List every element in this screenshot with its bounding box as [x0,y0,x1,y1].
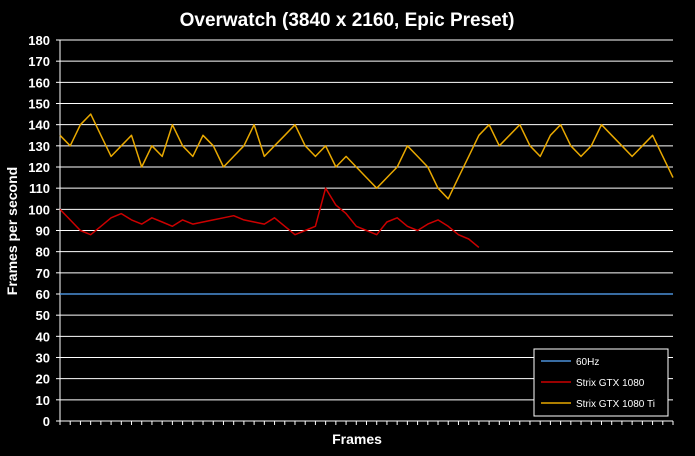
y-tick-label: 0 [43,414,50,429]
y-axis-label: Frames per second [4,167,20,295]
y-tick-label: 60 [36,287,50,302]
y-tick-label: 120 [28,160,50,175]
legend-label-strix-gtx-1080-ti: Strix GTX 1080 Ti [576,399,655,410]
y-tick-label: 40 [36,329,50,344]
y-tick-label: 140 [28,118,50,133]
x-axis-label: Frames [332,431,382,447]
y-tick-label: 160 [28,75,50,90]
y-tick-label: 150 [28,97,50,112]
legend: 60Hz Strix GTX 1080 Strix GTX 1080 Ti [533,348,669,417]
legend-label-strix-gtx-1080: Strix GTX 1080 [576,378,645,389]
y-tick-label: 20 [36,372,50,387]
y-tick-label: 70 [36,266,50,281]
y-tick-label: 80 [36,245,50,260]
grid-lines [60,39,673,401]
y-tick-label: 100 [28,202,50,217]
x-axis-ticks [59,421,674,425]
y-tick-label: 130 [28,139,50,154]
y-tick-label: 170 [28,54,50,69]
y-tick-label: 10 [36,393,50,408]
series-line-strix-gtx-1080 [59,187,480,248]
y-tick-label: 90 [36,224,50,239]
y-tick-label: 110 [29,181,50,196]
chart-title: Overwatch (3840 x 2160, Epic Preset) [180,10,515,31]
legend-label-60hz: 60Hz [576,357,599,368]
y-axis-ticks: 0 10 20 30 40 50 60 70 80 90 100 110 120 130 140 150 160… [28,33,60,429]
series-line-strix-gtx-1080-ti [59,113,674,200]
y-tick-label: 30 [36,351,50,366]
series-layer [59,113,674,295]
y-tick-label: 50 [36,308,50,323]
y-tick-label: 180 [28,33,50,48]
